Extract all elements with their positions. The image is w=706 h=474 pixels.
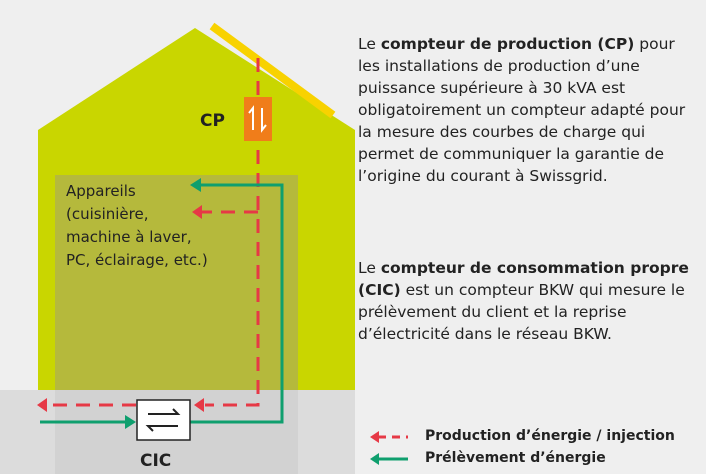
cp-meter <box>244 97 272 141</box>
paragraph: Le compteur de production (CP) pour les … <box>358 33 693 187</box>
text: est un compteur BKW qui mesure le prélèv… <box>358 281 685 343</box>
appliances-title: Appareils <box>66 182 136 200</box>
cic-label: CIC <box>140 451 171 471</box>
appliances-detail: machine à laver, <box>66 228 192 246</box>
legend-entry: Production d’énergie / injection <box>425 428 675 444</box>
text: Le <box>358 35 376 53</box>
appliances-detail: PC, éclairage, etc.) <box>66 251 208 269</box>
text: Le <box>358 259 376 277</box>
legend-entry: Prélèvement d’énergie <box>425 450 606 466</box>
paragraph: Le compteur de consommation propre (CIC)… <box>358 257 693 345</box>
text: pour les installations de production d’u… <box>358 35 685 185</box>
cic-meter <box>137 400 190 440</box>
cp-label: CP <box>200 111 225 131</box>
page: CP CIC Appareils (cuisinière, machine à … <box>0 0 706 474</box>
legend-icons <box>370 431 408 465</box>
bold-text: compteur de production (CP) <box>381 35 635 53</box>
appliances-detail: (cuisinière, <box>66 205 149 223</box>
